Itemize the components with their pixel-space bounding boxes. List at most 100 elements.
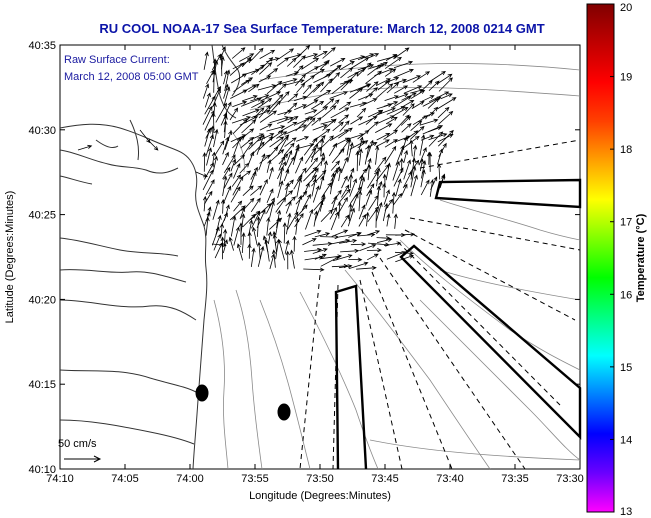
current-vector [320,78,333,93]
current-vector [219,222,225,237]
current-vector [428,70,446,83]
current-vector [382,182,387,198]
current-vector [349,186,362,204]
current-vector [257,97,273,109]
current-vector [312,124,328,131]
current-vector [332,121,344,132]
current-vector [382,202,389,222]
current-vector [340,78,353,91]
current-vector [347,207,355,227]
current-vector [393,192,403,206]
current-vector [195,171,208,178]
current-vector [276,78,298,86]
current-vector [366,248,382,253]
current-vector [276,131,288,139]
current-vector [322,118,337,131]
marker-dot [277,403,291,421]
current-vector [437,97,457,110]
current-vector [302,117,316,132]
current-vector [338,188,351,204]
current-vector [348,202,353,222]
colorbar-tick-label: 19 [620,72,632,84]
current-vector [357,140,369,149]
current-vector [284,239,290,254]
current-vector [437,106,450,119]
current-vector [277,180,284,199]
current-vector [376,83,394,99]
x-tick-label: 73:55 [241,473,269,485]
current-vector [330,160,341,171]
current-vector [341,175,348,189]
current-vector [231,174,242,187]
current-vector [375,201,383,222]
current-vector [259,178,268,196]
current-vector [294,45,311,60]
current-vector [314,200,324,222]
current-vector [312,50,328,60]
current-vector [286,124,308,135]
current-vector [229,107,239,121]
current-vector [242,185,254,196]
current-vector [241,77,254,85]
current-vector [212,88,221,108]
current-vector [258,75,272,83]
current-vector [355,150,360,172]
current-vector [412,115,429,126]
current-vector [328,142,338,157]
current-annotation-line1: Raw Surface Current: [64,54,170,66]
current-vector [285,250,290,270]
current-vector [285,182,290,197]
current-vector [233,226,240,246]
current-vector [248,83,260,93]
current-vector [219,46,226,61]
current-vector [301,193,311,211]
x-tick-label: 74:10 [46,473,74,485]
current-vector [240,136,255,149]
current-vector [278,166,285,187]
colorbar: 20 19 18 17 16 15 14 13 Temperature (°C) [586,2,647,518]
current-vector [256,134,265,155]
current-vector [438,129,454,147]
current-vector [236,243,243,261]
current-vector [215,102,227,123]
current-vector [393,68,414,79]
current-vector [293,174,303,190]
y-tick-label: 40:25 [28,210,56,222]
current-vector [357,53,375,61]
current-vector [311,106,329,119]
current-vector [402,75,422,84]
current-vector [258,104,271,119]
current-vector [215,214,222,236]
current-vector [239,162,250,174]
current-vector [438,77,453,92]
current-vector [410,125,425,140]
current-vector [403,85,423,94]
current-vector [383,101,399,107]
current-vector [204,95,216,115]
current-vector [385,162,391,181]
current-vector [367,164,372,181]
current-vector [383,189,390,205]
current-vector [276,190,294,205]
current-vector [304,109,318,115]
current-vector [228,236,234,251]
current-vector [268,146,279,158]
current-vector [331,229,349,237]
current-vector [285,200,292,214]
current-vector [250,185,263,196]
current-vector [223,172,233,189]
current-vector [296,167,307,182]
colorbar-tick-label: 18 [620,144,632,156]
current-vector [330,211,339,231]
current-vector [304,157,319,174]
current-vector [285,149,293,166]
current-vector [376,132,391,141]
current-vector [304,247,322,252]
current-vector [240,97,262,107]
current-vector [230,158,237,172]
current-vector [440,93,453,100]
current-vector [233,154,246,166]
current-vector [257,241,262,260]
current-vector [268,166,274,180]
current-vector [222,151,229,166]
